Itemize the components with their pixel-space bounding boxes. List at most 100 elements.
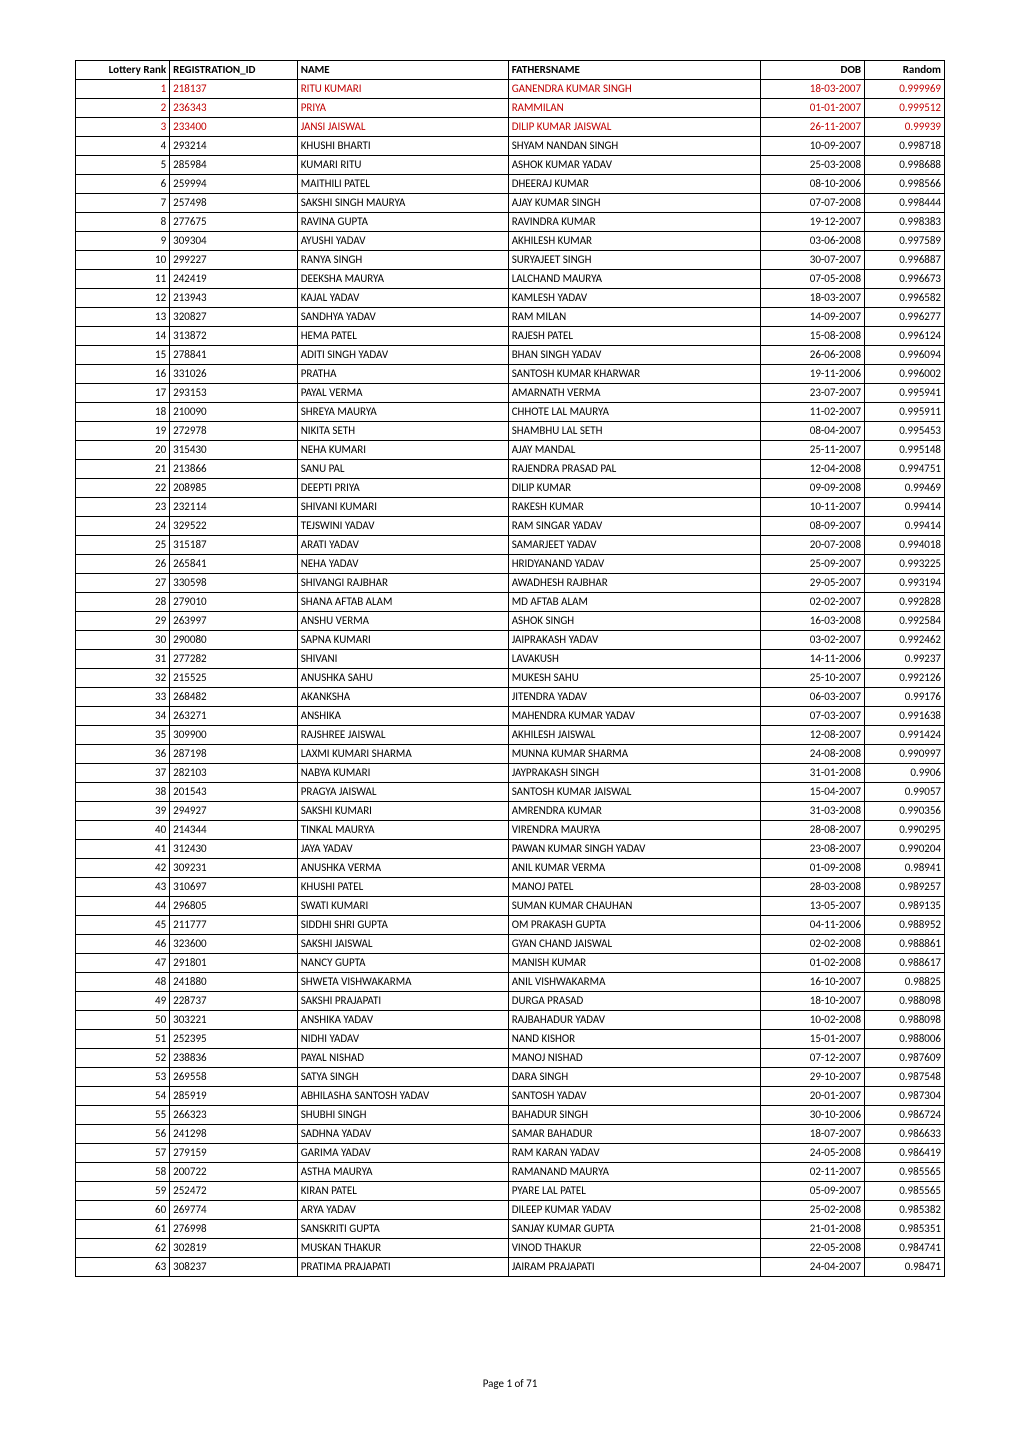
cell-father: SANTOSH YADAV <box>508 1087 761 1106</box>
cell-dob: 14-11-2006 <box>761 650 865 669</box>
cell-rank: 9 <box>76 232 170 251</box>
cell-regid: 309231 <box>170 859 298 878</box>
cell-dob: 18-10-2007 <box>761 992 865 1011</box>
cell-regid: 296805 <box>170 897 298 916</box>
cell-rank: 19 <box>76 422 170 441</box>
cell-father: AJAY KUMAR SINGH <box>508 194 761 213</box>
table-row: 3233400JANSI JAISWALDILIP KUMAR JAISWAL2… <box>76 118 945 137</box>
cell-random: 0.99057 <box>865 783 945 802</box>
table-row: 35309900RAJSHREE JAISWALAKHILESH JAISWAL… <box>76 726 945 745</box>
cell-name: KUMARI RITU <box>297 156 508 175</box>
cell-rank: 5 <box>76 156 170 175</box>
cell-random: 0.995148 <box>865 441 945 460</box>
cell-name: NEHA YADAV <box>297 555 508 574</box>
cell-father: SAMARJEET YADAV <box>508 536 761 555</box>
cell-rank: 25 <box>76 536 170 555</box>
cell-name: SAKSHI JAISWAL <box>297 935 508 954</box>
table-row: 24329522TEJSWINI YADAVRAM SINGAR YADAV08… <box>76 517 945 536</box>
cell-rank: 12 <box>76 289 170 308</box>
cell-father: SHAMBHU LAL SETH <box>508 422 761 441</box>
cell-rank: 30 <box>76 631 170 650</box>
col-header-dob: DOB <box>761 61 865 80</box>
cell-random: 0.984741 <box>865 1239 945 1258</box>
cell-rank: 26 <box>76 555 170 574</box>
cell-regid: 213866 <box>170 460 298 479</box>
cell-random: 0.996124 <box>865 327 945 346</box>
table-row: 19272978NIKITA SETHSHAMBHU LAL SETH08-04… <box>76 422 945 441</box>
cell-dob: 08-04-2007 <box>761 422 865 441</box>
cell-rank: 39 <box>76 802 170 821</box>
cell-rank: 13 <box>76 308 170 327</box>
cell-dob: 19-11-2006 <box>761 365 865 384</box>
cell-father: RAVINDRA KUMAR <box>508 213 761 232</box>
cell-regid: 320827 <box>170 308 298 327</box>
cell-name: PRIYA <box>297 99 508 118</box>
cell-father: SHYAM NANDAN SINGH <box>508 137 761 156</box>
cell-dob: 29-10-2007 <box>761 1068 865 1087</box>
cell-regid: 303221 <box>170 1011 298 1030</box>
table-row: 21213866SANU PALRAJENDRA PRASAD PAL12-04… <box>76 460 945 479</box>
cell-random: 0.985382 <box>865 1201 945 1220</box>
cell-name: SHIVANI <box>297 650 508 669</box>
cell-dob: 24-05-2008 <box>761 1144 865 1163</box>
cell-rank: 4 <box>76 137 170 156</box>
cell-father: MANISH KUMAR <box>508 954 761 973</box>
cell-random: 0.996887 <box>865 251 945 270</box>
cell-father: DURGA PRASAD <box>508 992 761 1011</box>
cell-name: ANSHIKA YADAV <box>297 1011 508 1030</box>
cell-regid: 269558 <box>170 1068 298 1087</box>
cell-dob: 07-07-2008 <box>761 194 865 213</box>
cell-father: JAYPRAKASH SINGH <box>508 764 761 783</box>
cell-regid: 252472 <box>170 1182 298 1201</box>
cell-regid: 200722 <box>170 1163 298 1182</box>
cell-rank: 17 <box>76 384 170 403</box>
cell-dob: 26-11-2007 <box>761 118 865 137</box>
cell-name: PRATHA <box>297 365 508 384</box>
cell-dob: 16-03-2008 <box>761 612 865 631</box>
cell-regid: 233400 <box>170 118 298 137</box>
cell-random: 0.992828 <box>865 593 945 612</box>
cell-name: DEEKSHA MAURYA <box>297 270 508 289</box>
cell-regid: 293214 <box>170 137 298 156</box>
cell-dob: 06-03-2007 <box>761 688 865 707</box>
cell-random: 0.996582 <box>865 289 945 308</box>
cell-dob: 12-04-2008 <box>761 460 865 479</box>
cell-random: 0.988098 <box>865 992 945 1011</box>
cell-random: 0.990204 <box>865 840 945 859</box>
cell-name: RAJSHREE JAISWAL <box>297 726 508 745</box>
cell-random: 0.998444 <box>865 194 945 213</box>
table-row: 47291801NANCY GUPTAMANISH KUMAR01-02-200… <box>76 954 945 973</box>
cell-name: AYUSHI YADAV <box>297 232 508 251</box>
cell-name: SHREYA MAURYA <box>297 403 508 422</box>
cell-dob: 18-07-2007 <box>761 1125 865 1144</box>
cell-random: 0.986633 <box>865 1125 945 1144</box>
header-row: Lottery Rank REGISTRATION_ID NAME FATHER… <box>76 61 945 80</box>
cell-regid: 276998 <box>170 1220 298 1239</box>
table-row: 59252472KIRAN PATELPYARE LAL PATEL05-09-… <box>76 1182 945 1201</box>
table-row: 60269774ARYA YADAVDILEEP KUMAR YADAV25-0… <box>76 1201 945 1220</box>
cell-rank: 7 <box>76 194 170 213</box>
cell-father: KAMLESH YADAV <box>508 289 761 308</box>
cell-regid: 302819 <box>170 1239 298 1258</box>
cell-dob: 26-06-2008 <box>761 346 865 365</box>
cell-name: SAKSHI SINGH MAURYA <box>297 194 508 213</box>
cell-dob: 15-08-2008 <box>761 327 865 346</box>
cell-regid: 232114 <box>170 498 298 517</box>
cell-random: 0.994751 <box>865 460 945 479</box>
cell-random: 0.98825 <box>865 973 945 992</box>
cell-dob: 11-02-2007 <box>761 403 865 422</box>
cell-father: LAVAKUSH <box>508 650 761 669</box>
table-row: 17293153PAYAL VERMAAMARNATH VERMA23-07-2… <box>76 384 945 403</box>
table-row: 13320827SANDHYA YADAVRAM MILAN14-09-2007… <box>76 308 945 327</box>
cell-regid: 309900 <box>170 726 298 745</box>
cell-random: 0.988098 <box>865 1011 945 1030</box>
cell-rank: 49 <box>76 992 170 1011</box>
table-row: 54285919ABHILASHA SANTOSH YADAVSANTOSH Y… <box>76 1087 945 1106</box>
cell-rank: 27 <box>76 574 170 593</box>
cell-father: ASHOK KUMAR YADAV <box>508 156 761 175</box>
cell-father: JITENDRA YADAV <box>508 688 761 707</box>
cell-dob: 07-05-2008 <box>761 270 865 289</box>
col-header-random: Random <box>865 61 945 80</box>
cell-name: MUSKAN THAKUR <box>297 1239 508 1258</box>
cell-father: DILEEP KUMAR YADAV <box>508 1201 761 1220</box>
